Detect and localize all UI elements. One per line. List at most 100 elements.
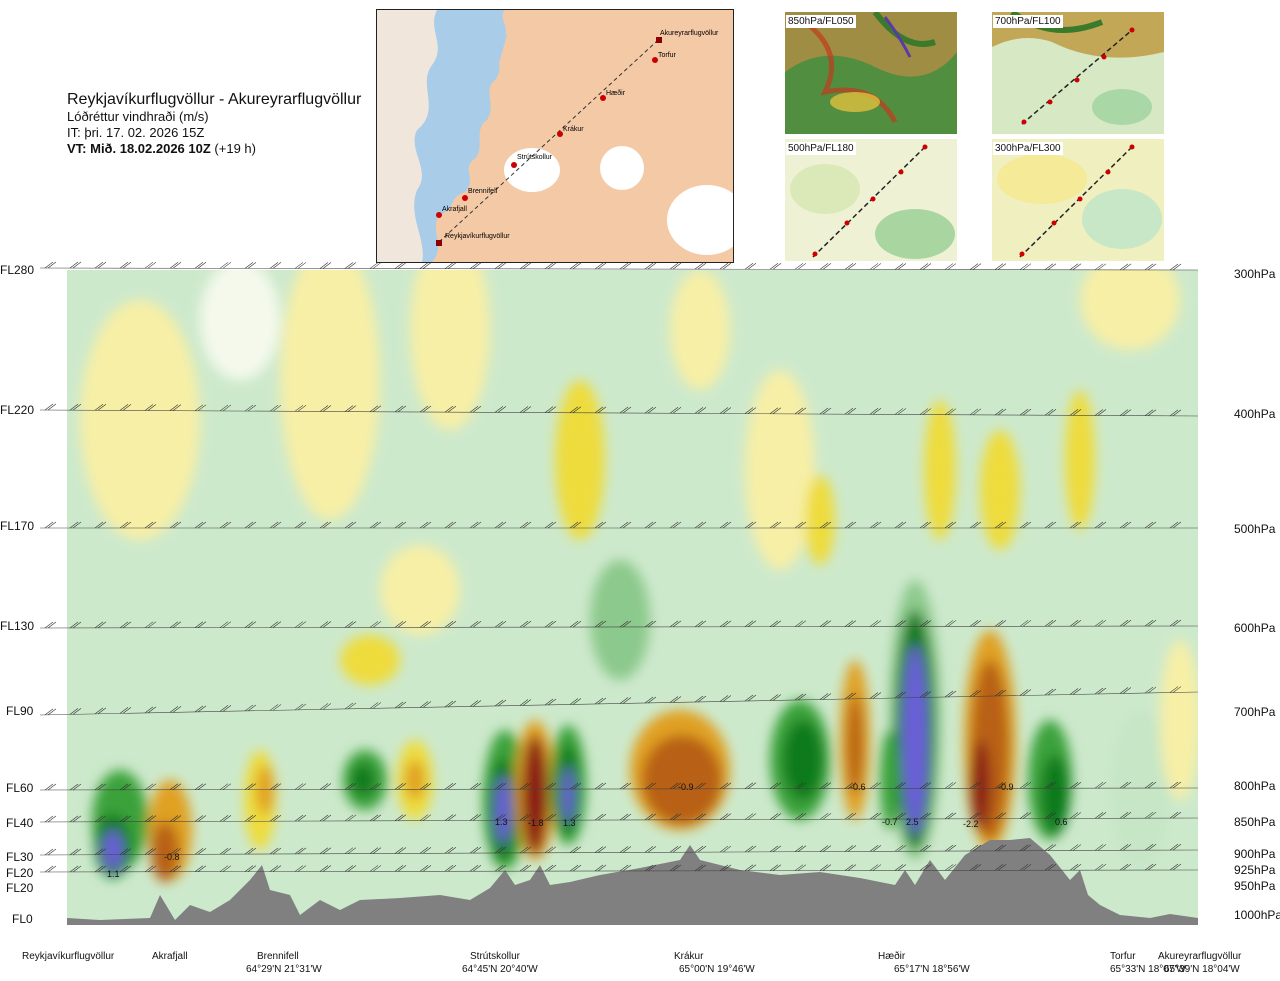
glacier-hofsjokull bbox=[600, 146, 644, 190]
wind-barb bbox=[794, 693, 807, 701]
wind-barb bbox=[144, 261, 157, 269]
wind-barb bbox=[494, 699, 507, 707]
wind-barb bbox=[169, 815, 182, 822]
wind-barb bbox=[1094, 409, 1107, 416]
wind-barb bbox=[444, 783, 457, 790]
wind-barb bbox=[444, 521, 457, 529]
velocity-cell bbox=[1041, 755, 1069, 835]
value-annotations: 1.1 -0.8 1.3 -1.8 1.3 -0.9 -0.6 -0.7 2.5… bbox=[107, 782, 1068, 879]
wind-barb bbox=[869, 812, 882, 820]
mini-map-500: 500hPa/FL180 bbox=[785, 139, 957, 261]
wind-barb bbox=[1169, 521, 1182, 529]
map-label-akrafjall: Akrafjall bbox=[442, 206, 467, 213]
wind-barb bbox=[519, 846, 532, 854]
mini-map-700-svg bbox=[992, 12, 1164, 134]
waypoint-label: Akrafjall bbox=[152, 951, 188, 962]
hpa-tick-label: 1000hPa bbox=[1234, 908, 1280, 922]
wind-barb bbox=[619, 846, 632, 853]
wind-barb bbox=[994, 620, 1007, 627]
wind-barb bbox=[369, 702, 382, 709]
wind-barb bbox=[644, 262, 657, 270]
wind-barb bbox=[144, 621, 157, 629]
wind-barb bbox=[194, 783, 207, 790]
wind-barb bbox=[169, 404, 182, 411]
waypoint-coord: 65°00'N 19°46'W bbox=[679, 964, 755, 975]
velocity-cell bbox=[1080, 270, 1180, 350]
wind-barb bbox=[694, 782, 707, 790]
wind-barb bbox=[219, 783, 232, 790]
wind-barb bbox=[194, 848, 207, 855]
wind-barb bbox=[644, 864, 657, 872]
value-annotation: -0.6 bbox=[850, 782, 866, 792]
wind-barb bbox=[669, 696, 682, 703]
wind-barb bbox=[194, 521, 207, 529]
map-label-haedir: Hæðir bbox=[606, 89, 626, 97]
velocity-cell bbox=[351, 764, 375, 796]
wind-barb bbox=[119, 261, 132, 269]
wind-barb bbox=[544, 814, 557, 821]
velocity-cell bbox=[495, 776, 511, 844]
wind-barb bbox=[819, 782, 832, 789]
wind-barb bbox=[694, 695, 707, 703]
wind-barb bbox=[1094, 263, 1107, 271]
wind-barb bbox=[1069, 619, 1082, 627]
wind-barb bbox=[969, 690, 982, 697]
wind-barb bbox=[469, 405, 482, 413]
wind-barb bbox=[569, 864, 582, 872]
wind-barb bbox=[1019, 812, 1032, 819]
wind-barb bbox=[219, 262, 232, 269]
wind-barb bbox=[544, 620, 557, 628]
barb-row-line bbox=[39, 849, 1199, 856]
value-annotation: 1.3 bbox=[495, 817, 508, 827]
wind-barb bbox=[1044, 812, 1057, 819]
waypoint-coord: 65°33'N 18°07'W bbox=[1110, 964, 1186, 975]
wind-barb bbox=[594, 846, 607, 853]
wind-barb bbox=[1119, 263, 1132, 271]
wind-barb bbox=[94, 865, 107, 873]
wind-barb bbox=[69, 865, 82, 873]
wind-barb bbox=[469, 865, 482, 872]
wind-barb bbox=[369, 783, 382, 790]
wind-barb bbox=[569, 813, 582, 821]
wind-barb bbox=[694, 620, 707, 628]
wind-barb bbox=[569, 620, 582, 628]
wind-barb bbox=[319, 783, 332, 790]
wind-barb bbox=[1144, 686, 1157, 694]
wind-barb bbox=[119, 404, 132, 411]
wind-barb bbox=[469, 521, 482, 529]
wind-barb bbox=[1119, 521, 1132, 529]
wind-barb bbox=[1069, 263, 1082, 271]
wind-barb bbox=[444, 262, 457, 269]
wind-barb bbox=[269, 865, 282, 872]
wind-barb bbox=[569, 698, 582, 705]
wind-barb bbox=[994, 408, 1007, 416]
wind-barb bbox=[819, 813, 832, 820]
wind-barb bbox=[269, 404, 282, 412]
wind-barb bbox=[419, 865, 432, 872]
wind-barb bbox=[894, 263, 907, 270]
fl-tick-label: FL0 bbox=[12, 912, 33, 926]
wind-barb bbox=[1069, 812, 1082, 819]
wind-barb bbox=[169, 865, 182, 873]
wind-barb bbox=[144, 706, 157, 714]
wind-barb bbox=[719, 845, 732, 853]
wind-barb bbox=[494, 846, 507, 854]
wind-barb bbox=[1119, 844, 1132, 851]
wind-barb bbox=[144, 521, 157, 529]
fl-tick-label: FL20 bbox=[6, 881, 34, 895]
wind-barb bbox=[919, 844, 932, 852]
value-annotation: 2.5 bbox=[906, 817, 919, 827]
barb-row-line bbox=[39, 409, 1199, 417]
wind-barb bbox=[194, 865, 207, 872]
wind-barb bbox=[144, 783, 157, 791]
wind-barb bbox=[519, 814, 532, 821]
wind-barb bbox=[844, 864, 857, 871]
wind-barb bbox=[1169, 811, 1182, 819]
velocity-cell bbox=[670, 270, 730, 390]
wind-barb bbox=[169, 621, 182, 629]
wind-barb bbox=[844, 407, 857, 415]
pressure-axis: 300hPa 400hPa 500hPa 600hPa 700hPa 800hP… bbox=[1234, 267, 1280, 922]
wind-barb bbox=[94, 261, 107, 269]
wind-barb bbox=[69, 621, 82, 629]
wind-barb bbox=[494, 406, 507, 413]
